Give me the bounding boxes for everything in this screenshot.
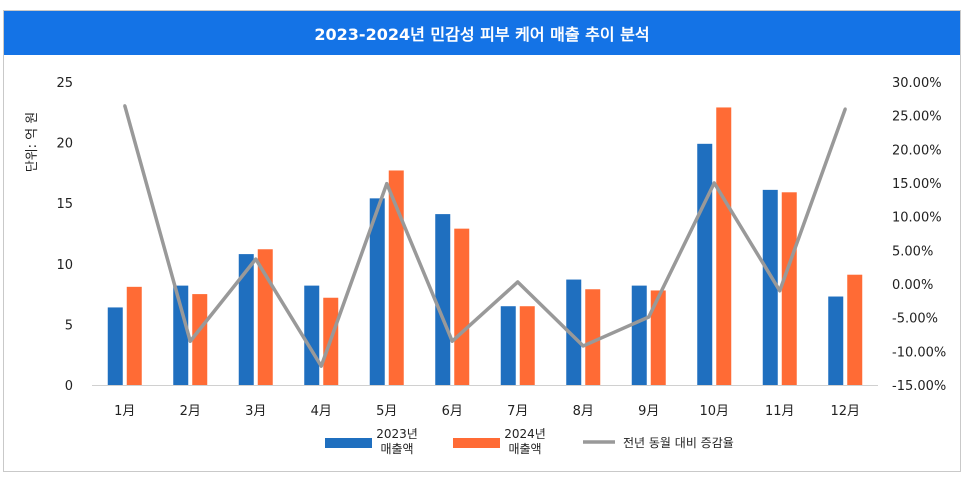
bar [388,170,404,385]
y2-tick-label: 30.00% [892,76,942,91]
bar [257,249,273,385]
y-tick-label: 5 [65,318,73,333]
x-tick-label: 5月 [376,404,397,419]
y2-tick-label: 25.00% [892,110,942,125]
chart-title: 2023-2024년 민감성 피부 케어 매출 추이 분석 [4,11,960,55]
line-point [319,364,323,368]
legend-label: 2024년 매출액 [504,427,546,456]
y-tick-label: 20 [56,137,73,152]
y-axis-label: 단위: 억 원 [25,112,40,173]
bar [585,289,601,385]
bar [781,192,797,385]
bar [369,198,385,385]
bar [762,189,778,385]
bar [697,143,713,385]
y-tick-label: 0 [65,379,73,394]
x-tick-label: 9月 [638,404,659,419]
bar [847,274,863,385]
line-series-change-rate [123,105,847,368]
bar [238,254,254,385]
x-tick-label: 1月 [114,404,135,419]
y-tick-label: 15 [56,197,73,212]
bar [435,214,451,385]
x-tick-label: 4月 [311,404,332,419]
bar [173,285,189,385]
x-tick-label: 10月 [699,404,729,419]
line-point [450,339,454,343]
bar [716,107,732,386]
line-point [843,107,847,111]
line-point [188,339,192,343]
bar [107,307,123,385]
y-tick-label: 25 [56,76,73,91]
x-tick-label: 12月 [830,404,860,419]
line-point [778,289,782,293]
x-tick-label: 7月 [507,404,528,419]
line-point [123,104,127,108]
y-tick-label: 10 [56,258,73,273]
bar [631,285,647,385]
y2-tick-label: -10.00% [892,345,946,360]
y2-tick-label: 0.00% [892,278,933,293]
line-point [385,182,389,186]
bar [566,279,582,385]
y2-tick-label: 10.00% [892,211,942,226]
bar [192,294,208,385]
bar [126,286,142,385]
bar [828,296,844,385]
line-point [712,181,716,185]
y2-tick-label: 5.00% [892,244,933,259]
x-tick-label: 3月 [245,404,266,419]
legend-label: 전년 동월 대비 증감율 [623,436,734,450]
x-tick-label: 6月 [442,404,463,419]
line-point [516,280,520,284]
y2-tick-label: -15.00% [892,379,946,394]
y2-tick-label: -5.00% [892,312,938,327]
bar [519,306,535,385]
line-point [647,315,651,319]
bar [650,290,666,385]
x-tick-label: 2月 [180,404,201,419]
y2-tick-label: 15.00% [892,177,942,192]
legend-swatch [325,438,372,448]
bar [304,285,320,385]
x-tick-label: 8月 [573,404,594,419]
line-point [254,257,258,261]
bar [500,306,516,385]
legend-label: 2023년 매출액 [376,427,418,456]
y2-tick-label: 20.00% [892,143,942,158]
line-point [581,344,585,348]
bar [454,228,470,385]
x-tick-label: 11月 [765,404,795,419]
legend-swatch [453,438,500,448]
